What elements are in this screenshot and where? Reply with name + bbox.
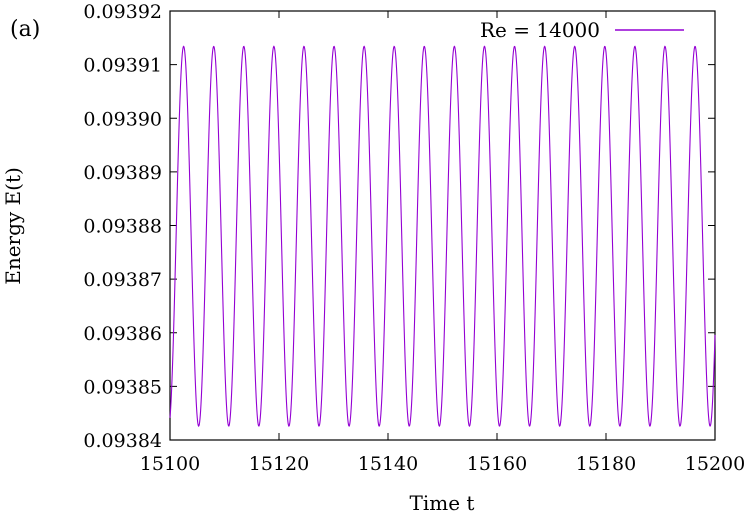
y-tick-label: 0.09389 — [83, 162, 162, 184]
x-tick-label: 15160 — [467, 453, 527, 475]
x-tick-label: 15200 — [685, 453, 745, 475]
y-tick-label: 0.09390 — [83, 108, 162, 130]
x-tick-label: 15180 — [576, 453, 636, 475]
panel-label: (a) — [10, 17, 40, 42]
x-tick-label: 15120 — [249, 453, 309, 475]
y-tick-label: 0.09384 — [83, 430, 162, 452]
y-tick-label: 0.09385 — [83, 376, 162, 398]
series-line-re14000 — [169, 45, 716, 428]
x-tick-label: 15100 — [140, 453, 200, 475]
y-tick-label: 0.09387 — [83, 269, 162, 291]
y-tick-label: 0.09388 — [83, 216, 162, 238]
y-tick-label: 0.09391 — [83, 55, 162, 77]
x-axis-label: Time t — [410, 491, 475, 515]
y-axis-label: Energy E(t) — [1, 167, 25, 285]
legend-label: Re = 14000 — [480, 18, 600, 42]
legend: Re = 14000 — [480, 18, 684, 42]
tick-label-layer: 15100 15120 15140 15160 15180 15200 0.09384 0.0… — [83, 1, 745, 475]
plot-frame — [169, 10, 716, 441]
y-tick-label: 0.09392 — [83, 1, 162, 23]
x-tick-label: 15140 — [358, 453, 418, 475]
y-tick-label: 0.09386 — [83, 323, 162, 345]
